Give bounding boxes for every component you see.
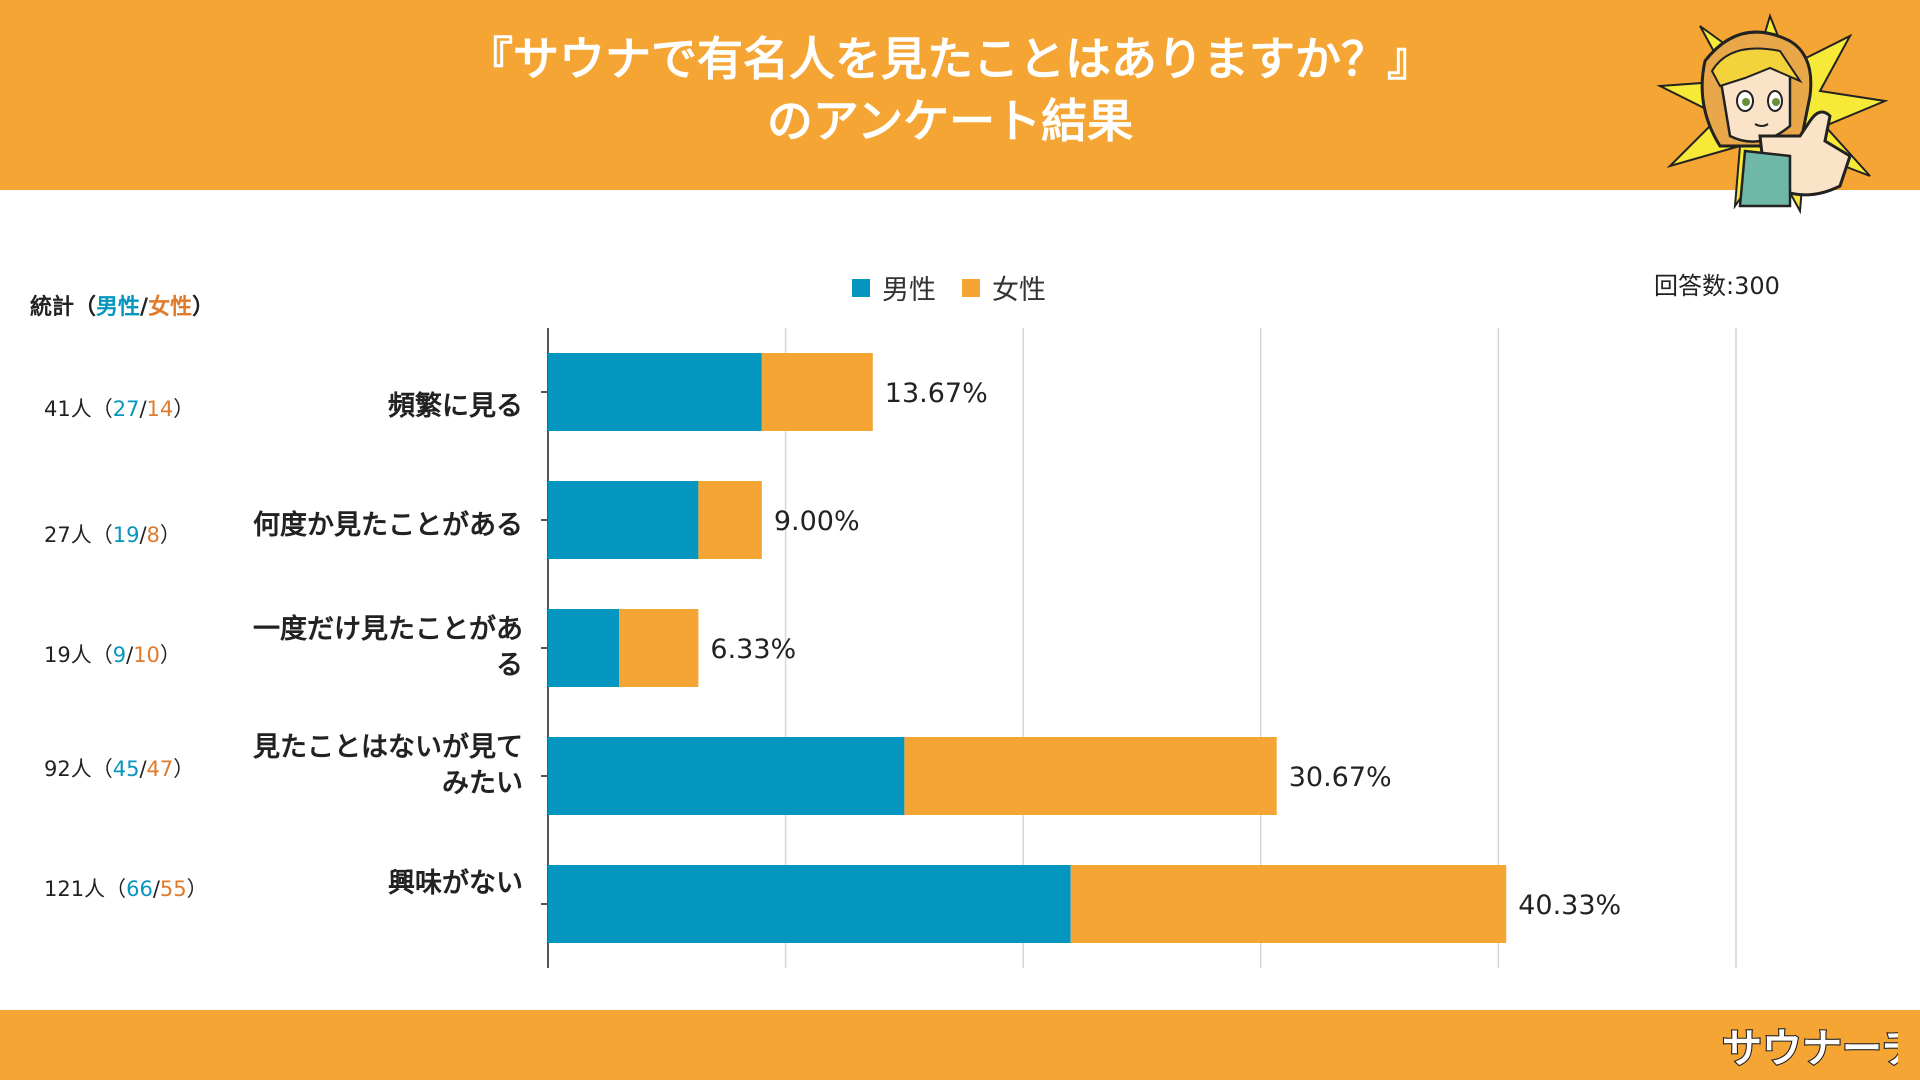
mascot-illustration [1656,12,1889,215]
legend-swatch-male [852,278,870,297]
legend-swatch-female [962,278,980,297]
stats-header-female: 女性 [148,295,193,320]
bar-segment-female [904,737,1277,815]
stat-female: 55 [159,877,187,901]
stat-row: 121人（66/55） [44,877,208,901]
stat-row: 19人（9/10） [44,643,181,667]
category-label-line: 興味がない [388,868,523,899]
bar-segment-female [619,609,699,687]
bar-segment-male [548,737,905,815]
legend-label-female: 女性 [992,275,1046,306]
category-label: 見たことはないが見て みたい [223,730,523,802]
stats-header-male: 男性 [96,295,141,320]
logo-text: サウナーチ [1722,1026,1898,1072]
stats-header: 統計（男性/女性） [30,289,214,321]
category-label: 何度か見たことがある [223,508,523,544]
data-label: 9.00% [774,506,860,537]
stat-row: 41人（27/14） [44,397,195,421]
data-label: 13.67% [885,378,988,409]
category-label-line: 見たことはないが見て [253,732,523,763]
footer-bar [0,1010,1920,1080]
stat-female: 14 [146,397,174,421]
stats-header-prefix: 統計（ [30,295,97,320]
stats-header-suffix: ） [192,295,215,320]
bar-segment-female [1070,865,1507,943]
stat-female: 10 [133,643,160,667]
bar-segment-male [548,481,699,559]
category-label: 興味がない [223,866,523,902]
stat-total: 41人 [44,397,92,421]
legend-item-male: 男性 [852,268,936,307]
category-label-line: る [496,650,523,681]
stat-female: 47 [146,757,174,781]
stat-row: 27人（19/8） [44,523,181,547]
bar-segment-female [698,481,762,559]
data-label: 40.33% [1518,890,1621,921]
stat-male: 9 [112,643,127,667]
stat-total: 121人 [44,877,106,901]
title-line-2: のアンケート結果 [766,94,1134,148]
stats-header-slash: / [140,295,149,320]
data-label: 6.33% [710,634,796,665]
category-label-line: 頻繁に見る [388,391,523,422]
category-label-line: みたい [442,768,523,799]
stat-row: 92人（45/47） [44,757,195,781]
header-banner [0,0,1920,190]
stat-total: 92人 [44,757,92,781]
bar-segment-male [548,865,1071,943]
data-label: 30.67% [1289,762,1392,793]
stat-male: 27 [112,397,140,421]
category-label: 頻繁に見る [223,389,523,425]
stat-male: 45 [112,757,140,781]
respondent-count: 回答数:300 [1654,272,1780,300]
stat-male: 66 [126,877,153,901]
category-label: 一度だけ見たことがあ る [223,612,523,684]
legend-item-female: 女性 [962,268,1046,307]
stat-total: 27人 [44,523,92,547]
category-label-line: 一度だけ見たことがあ [253,614,523,645]
stat-male: 19 [112,523,140,547]
bar-segment-male [548,609,620,687]
legend-label-male: 男性 [882,275,936,306]
stat-total: 19人 [44,643,92,667]
stat-female: 8 [146,523,160,547]
title-line-1: 『サウナで有名人を見たことはありますか？』 [467,32,1433,86]
page-title: 『サウナで有名人を見たことはありますか？』 のアンケート結果 [0,28,1900,152]
bar-segment-female [761,353,873,431]
brand-logo: サウナーチ [1721,1025,1898,1073]
bar-segment-male [548,353,762,431]
category-label-line: 何度か見たことがある [253,510,523,541]
chart-legend: 男性 女性 [852,268,1072,307]
